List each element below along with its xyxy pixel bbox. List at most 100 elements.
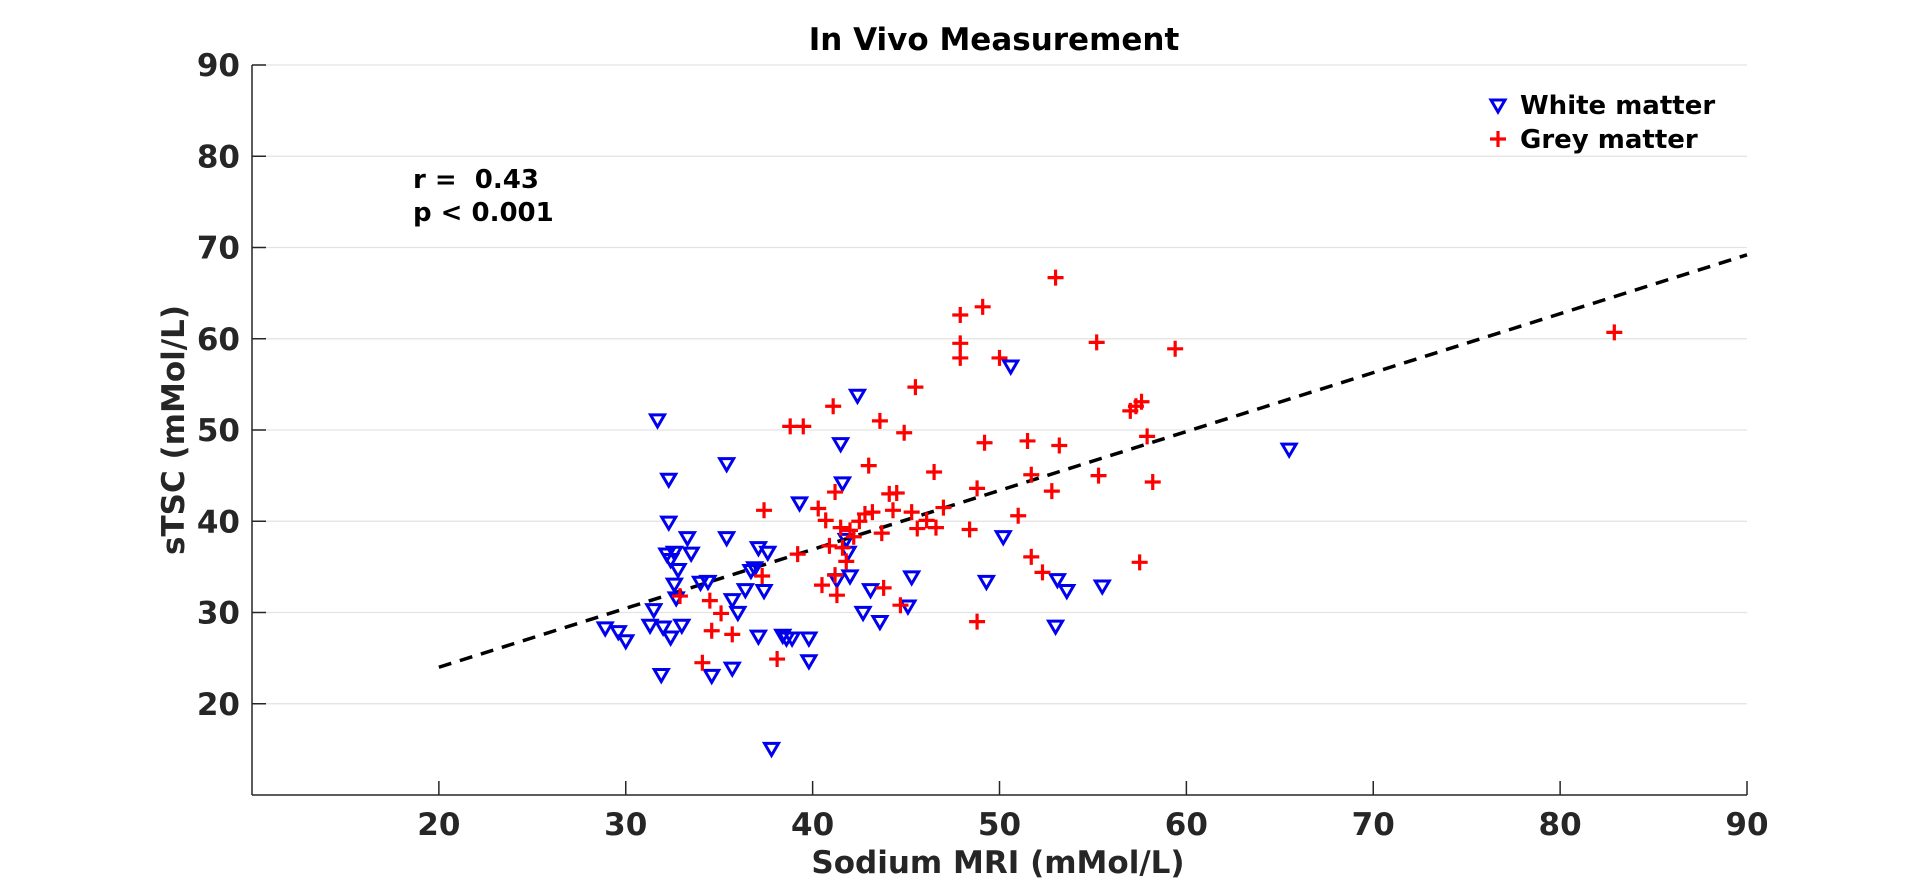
grey-matter-point <box>813 577 830 594</box>
white-matter-point <box>717 531 737 548</box>
white-matter-point <box>1279 442 1299 460</box>
white-matter-point <box>782 631 802 648</box>
legend-grey-matter-marker <box>1490 131 1506 147</box>
grey-matter-point <box>1606 324 1623 341</box>
grey-matter-point <box>671 588 688 605</box>
grey-matter-point <box>1167 340 1184 357</box>
grey-matter-point <box>827 484 844 501</box>
white-matter-point <box>595 621 615 638</box>
grey-matter-point <box>873 525 890 542</box>
legend-white-matter-label: White matter <box>1520 91 1715 121</box>
white-matter-point <box>728 605 748 623</box>
grey-matter-point <box>927 519 944 536</box>
grey-matter-point <box>860 457 877 474</box>
white-matter-point <box>717 457 737 474</box>
grey-matter-point <box>789 546 806 563</box>
x-ticks: 20 30 40 50 60 70 80 90 <box>417 781 1769 843</box>
x-tick-label-90: 90 <box>1725 807 1768 843</box>
white-matter-point <box>1092 579 1112 596</box>
white-matter-point <box>860 583 881 600</box>
white-matter-point <box>735 583 755 600</box>
grey-matter-point <box>952 307 969 324</box>
white-matter-point <box>993 530 1013 547</box>
grey-matter-point <box>1133 393 1150 410</box>
x-tick-label-50: 50 <box>978 807 1021 843</box>
grey-matter-point <box>896 424 913 441</box>
white-matter-point <box>702 668 722 686</box>
legend-white-matter-marker <box>1488 98 1508 115</box>
grey-matter-point <box>875 579 892 596</box>
grey-matter-point <box>976 434 993 451</box>
grey-matter-point <box>884 502 901 519</box>
grey-matter-point <box>754 568 771 584</box>
white-matter-point <box>902 570 922 587</box>
grey-matter-point <box>756 502 773 519</box>
grey-matter-point <box>1047 269 1064 286</box>
grey-matter-point <box>810 500 827 517</box>
white-matter-point <box>668 563 688 580</box>
x-axis-label: Sodium MRI (mMol/L) <box>811 845 1184 881</box>
grey-matter-point <box>701 592 718 609</box>
grey-matter-point <box>713 605 730 622</box>
grey-matter-point <box>1090 467 1107 484</box>
white-matter-point <box>651 667 671 685</box>
white-matter-point <box>722 593 742 610</box>
grey-matter-point <box>1051 437 1068 454</box>
y-tick-label-70: 70 <box>197 231 240 267</box>
data-points <box>595 269 1623 759</box>
grey-matter-point <box>909 520 926 537</box>
white-matter-point <box>1001 359 1021 377</box>
grey-matter-point <box>828 587 845 604</box>
grey-matter-point <box>1043 483 1060 500</box>
grey-matter-point <box>903 504 920 521</box>
grey-matter-point <box>821 537 838 554</box>
grid-lines <box>252 64 1747 705</box>
y-tick-label-80: 80 <box>197 139 240 175</box>
y-ticks: 20 30 40 50 60 70 80 90 <box>197 48 266 723</box>
y-tick-label-60: 60 <box>197 322 240 358</box>
grey-matter-point <box>864 504 881 521</box>
grey-matter-point <box>825 398 842 415</box>
grey-matter-point <box>795 418 812 435</box>
grey-matter-point <box>918 512 935 529</box>
white-matter-point <box>659 472 679 490</box>
legend: White matter Grey matter <box>1488 91 1715 155</box>
white-matter-point <box>660 630 681 648</box>
white-matter-point <box>847 388 868 406</box>
grey-matter-point <box>871 412 888 429</box>
legend-grey-matter-label: Grey matter <box>1520 125 1698 155</box>
grey-matter-point <box>834 539 851 556</box>
grey-matter-point <box>817 512 834 529</box>
y-tick-label-30: 30 <box>197 596 240 632</box>
regression-fit-line <box>438 253 1748 669</box>
white-matter-point <box>608 625 628 642</box>
white-matter-point <box>659 515 679 533</box>
grey-matter-point <box>1010 507 1027 524</box>
white-matter-point <box>799 654 819 671</box>
grey-matter-point <box>974 298 991 315</box>
grey-matter-point <box>969 613 986 630</box>
white-matter-point <box>758 545 778 563</box>
grey-matter-point <box>1088 334 1105 351</box>
grey-matter-point <box>952 349 969 366</box>
white-matter-point <box>761 741 782 759</box>
x-tick-label-60: 60 <box>1165 807 1208 843</box>
white-matter-point <box>647 413 668 430</box>
grey-matter-point <box>832 519 849 536</box>
x-tick-label-70: 70 <box>1352 807 1395 843</box>
white-matter-point <box>853 605 873 623</box>
grey-matter-point <box>1139 428 1156 445</box>
grey-matter-point <box>961 521 978 538</box>
fit-line-group <box>438 253 1748 669</box>
white-matter-point <box>870 615 890 632</box>
white-matter-point <box>745 561 765 578</box>
white-matter-point <box>664 545 684 563</box>
white-matter-point <box>976 574 997 592</box>
grey-matter-point <box>845 528 862 545</box>
grey-matter-point <box>1023 466 1040 483</box>
white-matter-point <box>1047 573 1068 590</box>
x-tick-label-80: 80 <box>1539 807 1582 843</box>
grey-matter-point <box>935 499 952 516</box>
